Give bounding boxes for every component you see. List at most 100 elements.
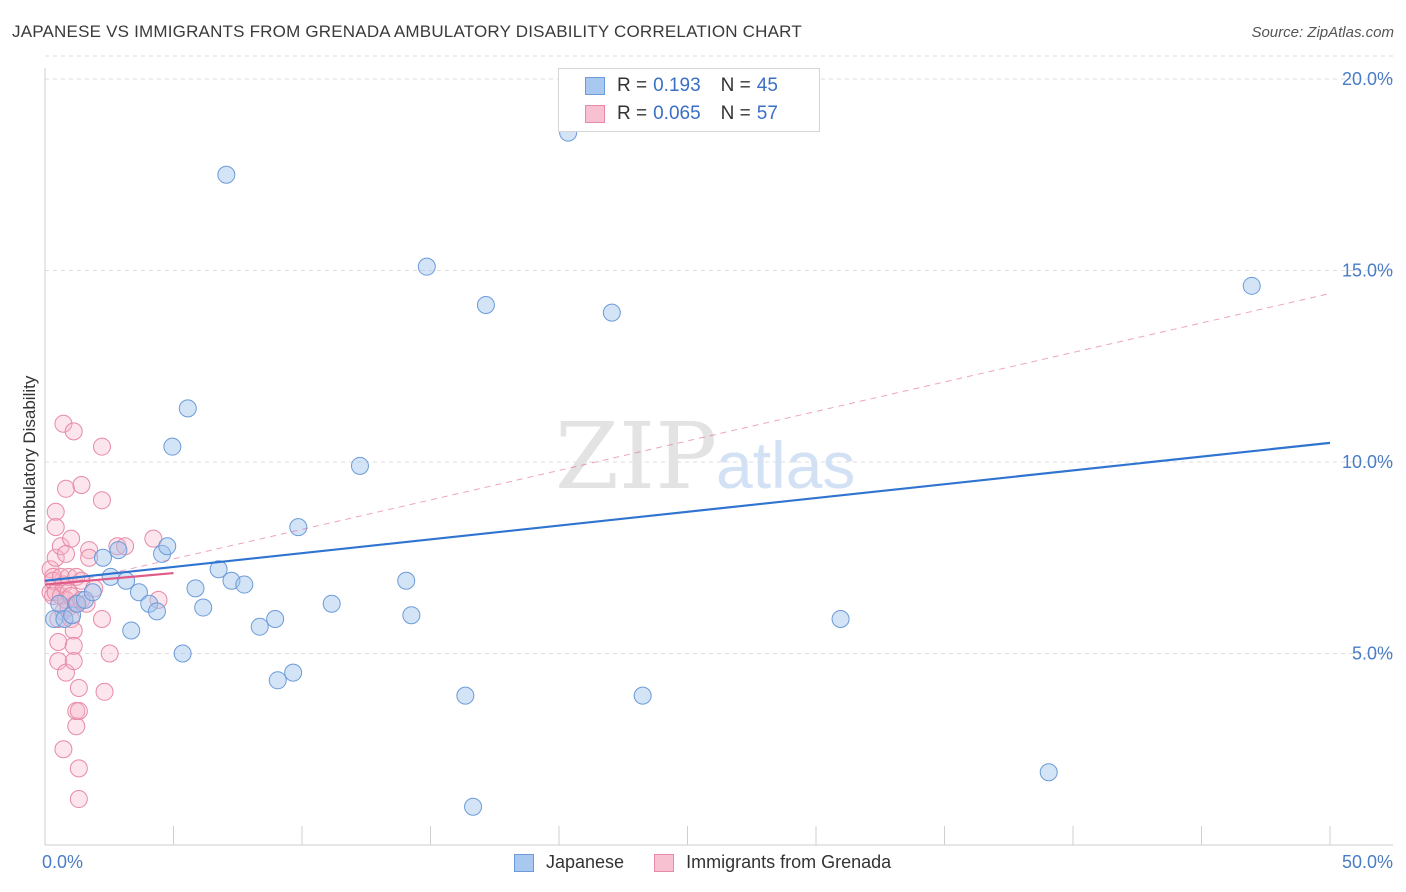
- x-tick-label: 0.0%: [42, 852, 83, 872]
- japanese-point: [831, 610, 850, 629]
- y-tick-label: 10.0%: [1342, 452, 1393, 472]
- grenada-point: [56, 479, 75, 498]
- japanese-point: [109, 541, 128, 560]
- correlation-legend: R = 0.193 N = 45 R = 0.065 N = 57: [558, 68, 820, 132]
- japanese-point: [350, 456, 369, 475]
- trend-lines: [44, 292, 1331, 589]
- japanese-point: [464, 797, 483, 816]
- grenada-point: [56, 544, 75, 563]
- japanese-point: [476, 295, 495, 314]
- japanese-point: [289, 518, 308, 537]
- grenada-point: [62, 529, 81, 548]
- japanese-point: [266, 610, 285, 629]
- legend-n-value: 45: [756, 75, 778, 96]
- japanese-point: [186, 579, 205, 598]
- grenada-point: [64, 652, 83, 671]
- grenada-point: [80, 541, 99, 560]
- legend-r-value: 0.065: [653, 103, 701, 124]
- legend-n-label: N =: [720, 75, 751, 96]
- japanese-point: [63, 606, 82, 625]
- grenada-point: [46, 502, 65, 521]
- grenada-point: [69, 790, 88, 809]
- japanese-point: [75, 590, 94, 609]
- tick-labels: 5.0% 10.0% 15.0% 20.0% 0.0% 50.0%: [42, 69, 1393, 872]
- japanese-point: [284, 663, 303, 682]
- grenada-point: [64, 636, 83, 655]
- grenada-point: [49, 633, 68, 652]
- japanese-point: [158, 537, 177, 556]
- grenada-point: [100, 644, 119, 663]
- grenada-point: [46, 548, 65, 567]
- legend-r-label: R =: [617, 75, 648, 96]
- japanese-point: [194, 598, 213, 617]
- japanese-point: [163, 437, 182, 456]
- legend-swatch-grenada: [654, 853, 675, 872]
- legend-label-japanese: Japanese: [546, 852, 625, 872]
- japanese-point: [235, 575, 254, 594]
- watermark: ZIP atlas: [555, 403, 855, 510]
- japanese-point: [456, 686, 475, 705]
- japanese-point: [147, 602, 166, 621]
- legend-row-japanese: R = 0.193 N = 45: [585, 73, 778, 99]
- japanese-point: [173, 644, 192, 663]
- japanese-point: [122, 621, 141, 640]
- japanese-point: [417, 257, 436, 276]
- japanese-point: [178, 399, 197, 418]
- legend-item-japanese[interactable]: Japanese: [514, 852, 624, 873]
- legend-item-grenada[interactable]: Immigrants from Grenada: [654, 852, 891, 873]
- grenada-points: [41, 414, 168, 809]
- grenada-point: [69, 678, 88, 697]
- x-tick-label: 50.0%: [1342, 852, 1393, 872]
- japanese-point: [268, 671, 287, 690]
- japanese-point: [217, 165, 236, 184]
- axes: [44, 68, 1393, 846]
- grenada-point: [69, 701, 88, 720]
- legend-swatch-grenada: [585, 105, 605, 123]
- japanese-trend-line: [44, 441, 1331, 582]
- japanese-point: [1039, 763, 1058, 782]
- watermark-zip: ZIP: [555, 403, 717, 510]
- grenada-point: [92, 610, 111, 629]
- legend-swatch-japanese: [585, 77, 605, 95]
- japanese-point: [633, 686, 652, 705]
- legend-swatch-japanese: [514, 853, 534, 872]
- y-tick-label: 20.0%: [1342, 69, 1393, 89]
- japanese-point: [250, 617, 269, 636]
- watermark-atlas: atlas: [716, 428, 855, 502]
- grenada-trend-line: [44, 571, 174, 586]
- grenada-point: [92, 491, 111, 510]
- japanese-point: [83, 583, 102, 602]
- japanese-point: [1242, 276, 1261, 295]
- grenada-point: [54, 740, 73, 759]
- japanese-point: [397, 571, 416, 590]
- grenada-point: [64, 422, 83, 441]
- source-label: Source: ZipAtlas.com: [1251, 24, 1394, 41]
- legend-r-value: 0.193: [653, 75, 701, 96]
- legend-r-label: R =: [617, 103, 648, 124]
- grenada-point: [149, 590, 168, 609]
- japanese-point: [322, 594, 341, 613]
- japanese-point: [140, 594, 159, 613]
- japanese-point: [402, 606, 421, 625]
- y-tick-label: 15.0%: [1342, 261, 1393, 281]
- legend-row-grenada: R = 0.065 N = 57: [585, 101, 778, 127]
- grenada-point: [72, 475, 91, 494]
- grenada-point: [46, 518, 65, 537]
- grenada-point: [67, 717, 86, 736]
- japanese-point: [129, 583, 148, 602]
- chart-title: JAPANESE VS IMMIGRANTS FROM GRENADA AMBU…: [12, 22, 802, 41]
- grid-lines: [45, 55, 1393, 654]
- y-tick-label: 5.0%: [1352, 644, 1393, 664]
- japanese-point: [93, 548, 112, 567]
- grenada-point: [69, 759, 88, 778]
- legend-label-grenada: Immigrants from Grenada: [686, 852, 892, 872]
- legend-n-value: 57: [756, 103, 778, 124]
- y-axis-label: Ambulatory Disability: [20, 375, 39, 534]
- grenada-point: [80, 548, 99, 567]
- series-legend: Japanese Immigrants from Grenada: [514, 852, 921, 873]
- grenada-point: [95, 682, 114, 701]
- grenada-point: [92, 437, 111, 456]
- japanese-point: [602, 303, 621, 322]
- japanese-point: [101, 567, 120, 586]
